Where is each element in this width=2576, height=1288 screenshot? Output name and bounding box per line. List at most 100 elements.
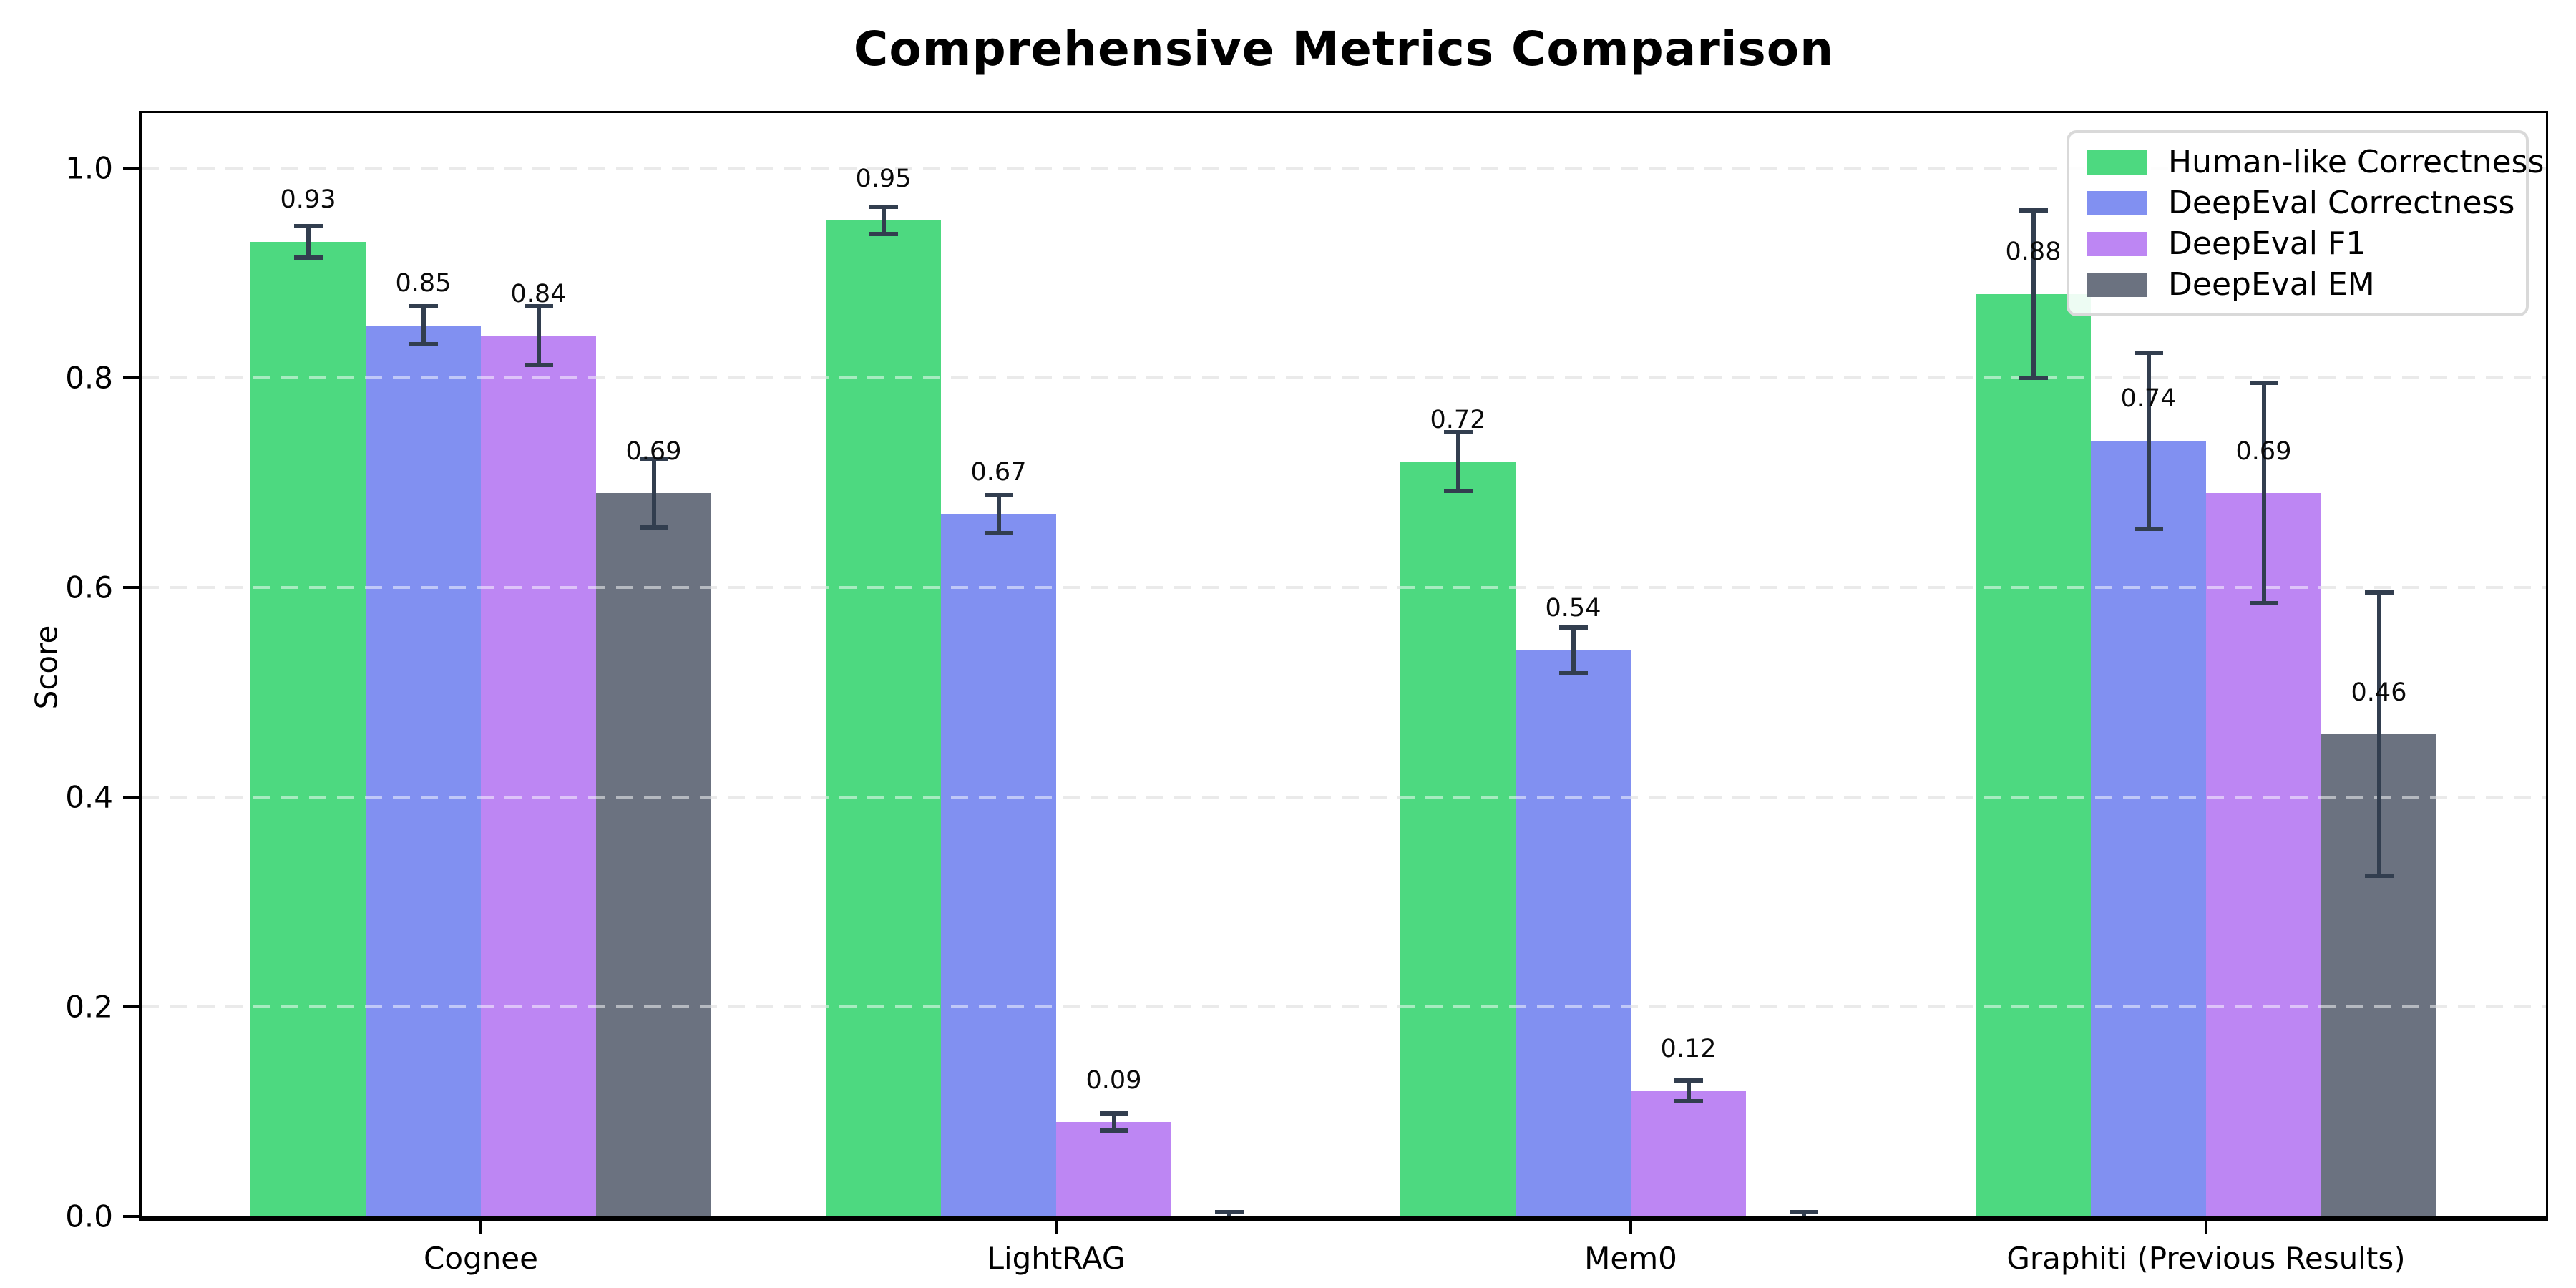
y-tick (123, 1005, 139, 1008)
y-tick-label: 0.0 (65, 1199, 113, 1234)
gridline-overlay (142, 586, 2546, 589)
error-bar-cap-top (2134, 350, 2163, 355)
bar-value-label: 0.74 (2120, 384, 2177, 414)
error-bar (1571, 627, 1576, 674)
error-bar (1455, 432, 1460, 492)
bar-value-label: 0.69 (625, 436, 682, 466)
bar (941, 514, 1056, 1216)
error-bar-cap-bottom (2134, 526, 2163, 531)
error-bar-cap-top (524, 304, 553, 309)
x-tick (1629, 1219, 1632, 1234)
error-bar (651, 458, 656, 528)
bar (1400, 462, 1516, 1216)
y-tick (123, 586, 139, 589)
x-tick-label: Mem0 (1584, 1241, 1677, 1276)
error-bar (2146, 352, 2151, 529)
bar-value-label: 0.09 (1085, 1065, 1142, 1095)
legend-swatch (2087, 190, 2147, 215)
error-bar (1686, 1080, 1691, 1101)
error-bar (996, 495, 1001, 533)
legend-swatch (2087, 272, 2147, 297)
bar-value-label: 0.69 (2235, 436, 2292, 466)
error-bar (421, 306, 426, 345)
legend-swatch (2087, 231, 2147, 256)
error-bar-cap-top (1443, 430, 1473, 435)
error-bar-cap-top (1789, 1210, 1818, 1215)
bar-value-label: 0.12 (1660, 1034, 1717, 1063)
legend-label: Human-like Correctness (2168, 144, 2545, 180)
error-bar-cap-top (1214, 1210, 1244, 1215)
legend-item: DeepEval Correctness (2087, 183, 2526, 223)
axis-spine-bottom (139, 1216, 2548, 1221)
error-bar-cap-bottom (524, 363, 553, 368)
legend: Human-like Correctness DeepEval Correctne… (2067, 130, 2544, 316)
error-bar (2261, 383, 2266, 603)
legend-item: DeepEval F1 (2087, 224, 2526, 264)
legend-label: DeepEval Correctness (2168, 185, 2515, 221)
error-bar-cap-top (1674, 1078, 1703, 1083)
bar (596, 493, 711, 1216)
error-bar-cap-top (1558, 625, 1588, 630)
x-tick (2205, 1219, 2207, 1234)
x-tick (479, 1219, 482, 1234)
y-axis-label: Score (29, 625, 64, 710)
error-bar-cap-top (409, 304, 438, 309)
bar-value-label: 0.93 (280, 185, 336, 214)
x-tick-label: Cognee (424, 1241, 538, 1276)
plot-area: 0.93 0.95 0.72 0.88 0.85 0.67 0.54 0.74 0.84 0.09… (142, 113, 2546, 1216)
y-tick (123, 167, 139, 170)
x-tick-label: LightRAG (987, 1241, 1126, 1276)
error-bar-cap-top (869, 205, 898, 210)
error-bar-cap-bottom (2364, 873, 2394, 878)
y-tick-label: 0.8 (65, 360, 113, 396)
bar-value-label: 0.88 (2005, 238, 2062, 267)
error-bar-cap-bottom (293, 255, 323, 260)
bar (1631, 1091, 1746, 1216)
bar-value-label: 0.72 (1430, 405, 1486, 434)
bar (826, 220, 941, 1216)
bar (1976, 293, 2091, 1216)
error-bar-cap-top (2364, 590, 2394, 595)
legend-item: Human-like Correctness (2087, 142, 2544, 182)
error-bar-cap-bottom (2249, 600, 2278, 605)
error-bar (2376, 592, 2381, 876)
gridline-overlay (142, 167, 2546, 170)
error-bar-cap-bottom (2019, 376, 2048, 380)
bar (1516, 650, 1631, 1216)
y-tick (123, 376, 139, 379)
error-bar (536, 306, 541, 366)
bar (481, 336, 596, 1216)
error-bar-cap-bottom (1674, 1098, 1703, 1103)
y-tick (123, 796, 139, 799)
legend-item: DeepEval EM (2087, 265, 2526, 305)
error-bar-cap-top (2249, 381, 2278, 386)
legend-swatch (2087, 150, 2147, 175)
x-tick (1055, 1219, 1058, 1234)
error-bar-cap-bottom (1443, 489, 1473, 494)
axis-spine-left (139, 113, 142, 1219)
error-bar (881, 207, 886, 235)
error-bar (306, 225, 311, 258)
bar (2091, 440, 2206, 1216)
error-bar-cap-top (984, 493, 1013, 498)
error-bar-cap-bottom (869, 232, 898, 237)
error-bar-cap-bottom (1558, 671, 1588, 676)
bar (366, 325, 481, 1216)
error-bar-cap-top (2019, 208, 2048, 213)
y-tick-label: 1.0 (65, 150, 113, 186)
gridline-overlay (142, 1005, 2546, 1008)
y-tick-label: 0.2 (65, 989, 113, 1025)
error-bar (2031, 210, 2036, 378)
bar-value-label: 0.95 (855, 164, 912, 193)
bar-value-label: 0.85 (395, 269, 452, 298)
error-bar-cap-bottom (1099, 1128, 1128, 1133)
bar-value-label: 0.84 (510, 279, 567, 308)
y-tick-label: 0.6 (65, 570, 113, 605)
bar (250, 241, 366, 1216)
gridline-overlay (142, 796, 2546, 799)
error-bar-cap-top (639, 456, 668, 461)
axis-spine-top (139, 111, 2548, 113)
error-bar-cap-bottom (409, 342, 438, 347)
error-bar-cap-bottom (984, 530, 1013, 535)
